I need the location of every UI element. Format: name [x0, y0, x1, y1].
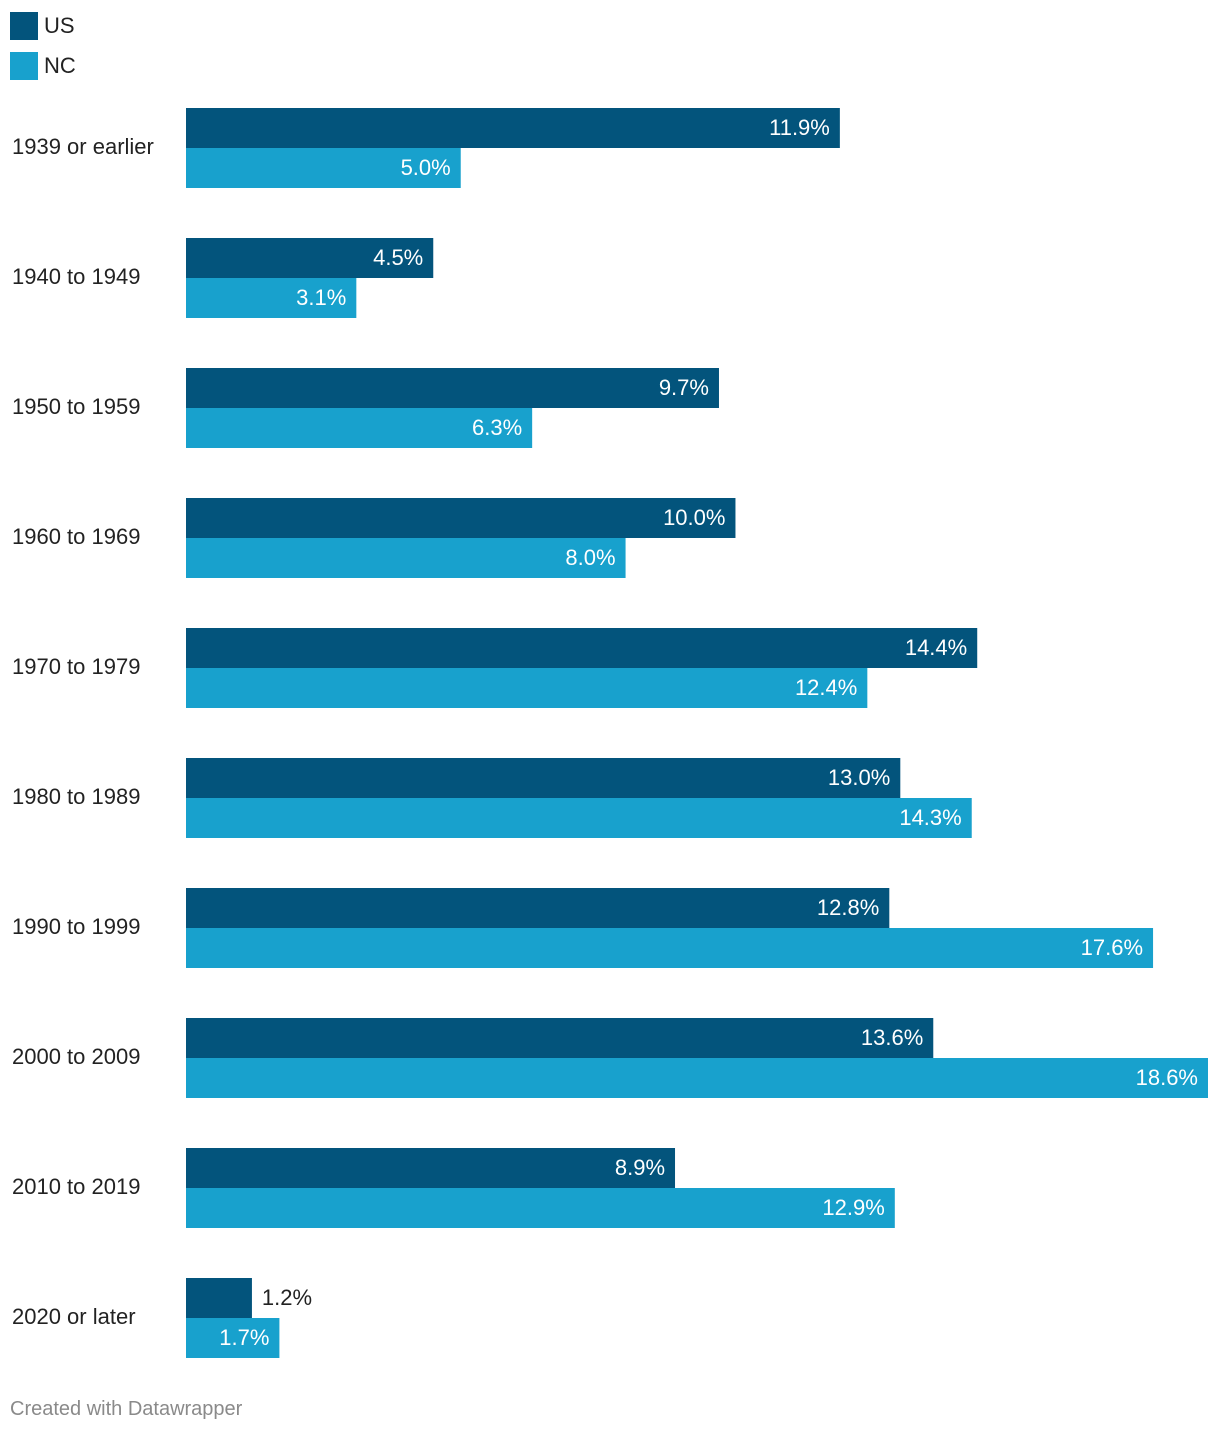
data-label-us: 14.4%	[905, 635, 967, 660]
category-label: 2020 or later	[12, 1304, 136, 1329]
data-label-us: 1.2%	[262, 1285, 312, 1310]
bar-nc	[186, 408, 533, 448]
data-label-nc: 3.1%	[296, 285, 346, 310]
legend-swatch-us	[10, 12, 38, 40]
category-label: 1940 to 1949	[12, 264, 140, 289]
bar-us	[186, 888, 890, 928]
data-label-nc: 6.3%	[472, 415, 522, 440]
bar-nc	[186, 148, 461, 188]
category-label: 1990 to 1999	[12, 914, 140, 939]
data-label-nc: 17.6%	[1081, 935, 1143, 960]
legend-label-nc: NC	[44, 53, 76, 78]
bar-nc	[186, 1188, 895, 1228]
bar-us	[186, 238, 434, 278]
data-label-nc: 1.7%	[219, 1325, 269, 1350]
category-label: 1939 or earlier	[12, 134, 154, 159]
bar-us	[186, 498, 736, 538]
data-label-us: 12.8%	[817, 895, 879, 920]
bar-chart: 1939 or earlier 11.9% 5.0% 1940 to 1949 4.5%…	[12, 108, 1208, 1358]
bar-us	[186, 1018, 934, 1058]
category-label: 1950 to 1959	[12, 394, 140, 419]
legend-item-us: US	[10, 12, 76, 40]
bar-us	[186, 368, 719, 408]
data-label-us: 13.6%	[861, 1025, 923, 1050]
data-label-nc: 12.4%	[795, 675, 857, 700]
legend-swatch-nc	[10, 52, 38, 80]
bar-nc	[186, 1058, 1208, 1098]
data-label-us: 4.5%	[373, 245, 423, 270]
bar-us	[186, 758, 901, 798]
legend: US NC	[10, 12, 76, 92]
footer-credit: Created with Datawrapper	[10, 1398, 243, 1420]
legend-item-nc: NC	[10, 52, 76, 80]
category-label: 2000 to 2009	[12, 1044, 140, 1069]
bar-us	[186, 1148, 676, 1188]
data-label-nc: 14.3%	[899, 805, 961, 830]
bar-us	[186, 1278, 252, 1318]
data-label-nc: 8.0%	[565, 545, 615, 570]
data-label-nc: 5.0%	[401, 155, 451, 180]
data-label-us: 9.7%	[659, 375, 709, 400]
category-label: 1960 to 1969	[12, 524, 140, 549]
data-label-nc: 12.9%	[822, 1195, 884, 1220]
bar-nc	[186, 538, 626, 578]
bar-nc	[186, 278, 357, 318]
bar-nc	[186, 928, 1154, 968]
data-label-nc: 18.6%	[1136, 1065, 1198, 1090]
category-label: 1980 to 1989	[12, 784, 140, 809]
bar-us	[186, 628, 978, 668]
bar-nc	[186, 668, 868, 708]
bar-nc	[186, 1318, 280, 1358]
data-label-us: 13.0%	[828, 765, 890, 790]
data-label-us: 10.0%	[663, 505, 725, 530]
bar-us	[186, 108, 840, 148]
data-label-us: 11.9%	[769, 115, 830, 140]
legend-label-us: US	[44, 13, 75, 38]
category-label: 1970 to 1979	[12, 654, 140, 679]
bar-nc	[186, 798, 972, 838]
category-label: 2010 to 2019	[12, 1174, 140, 1199]
data-label-us: 8.9%	[615, 1155, 665, 1180]
